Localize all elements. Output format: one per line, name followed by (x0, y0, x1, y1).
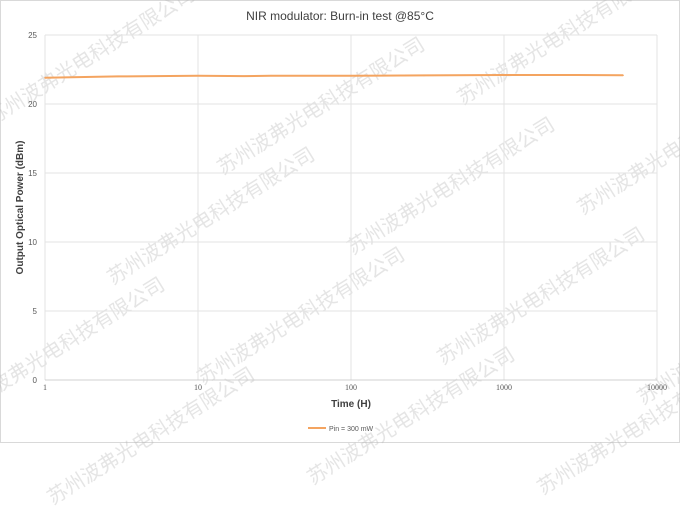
data-point (44, 76, 46, 79)
data-point (503, 74, 505, 76)
x-tick-label: 100 (345, 383, 357, 392)
data-point (117, 75, 119, 78)
y-tick-label: 5 (33, 307, 38, 316)
data-point (197, 74, 199, 77)
chart-title: NIR modulator: Burn-in test @85°C (246, 9, 434, 23)
data-point (576, 74, 578, 76)
legend-label: Pin = 300 mW (329, 426, 374, 433)
x-axis-label: Time (H) (331, 399, 371, 410)
data-point (622, 74, 624, 77)
y-axis-label: Output Optical Power (dBm) (15, 141, 26, 275)
y-tick-label: 15 (28, 169, 37, 178)
y-tick-label: 0 (33, 376, 38, 385)
x-tick-label: 10000 (647, 383, 667, 392)
chart: 0 5 10 15 20 25 1 10 100 1000 10000 NIR modulator: … (15, 9, 667, 433)
y-tick-label: 20 (28, 100, 37, 109)
x-tick-label: 10 (194, 383, 202, 392)
y-tick-label: 25 (28, 31, 37, 40)
data-point (423, 74, 425, 77)
data-point (243, 75, 245, 77)
data-point (350, 74, 352, 77)
series-line (44, 74, 624, 79)
y-tick-label: 10 (28, 238, 37, 247)
x-tick-label: 1 (43, 383, 47, 392)
data-point (270, 74, 272, 77)
x-tick-label: 1000 (496, 383, 512, 392)
